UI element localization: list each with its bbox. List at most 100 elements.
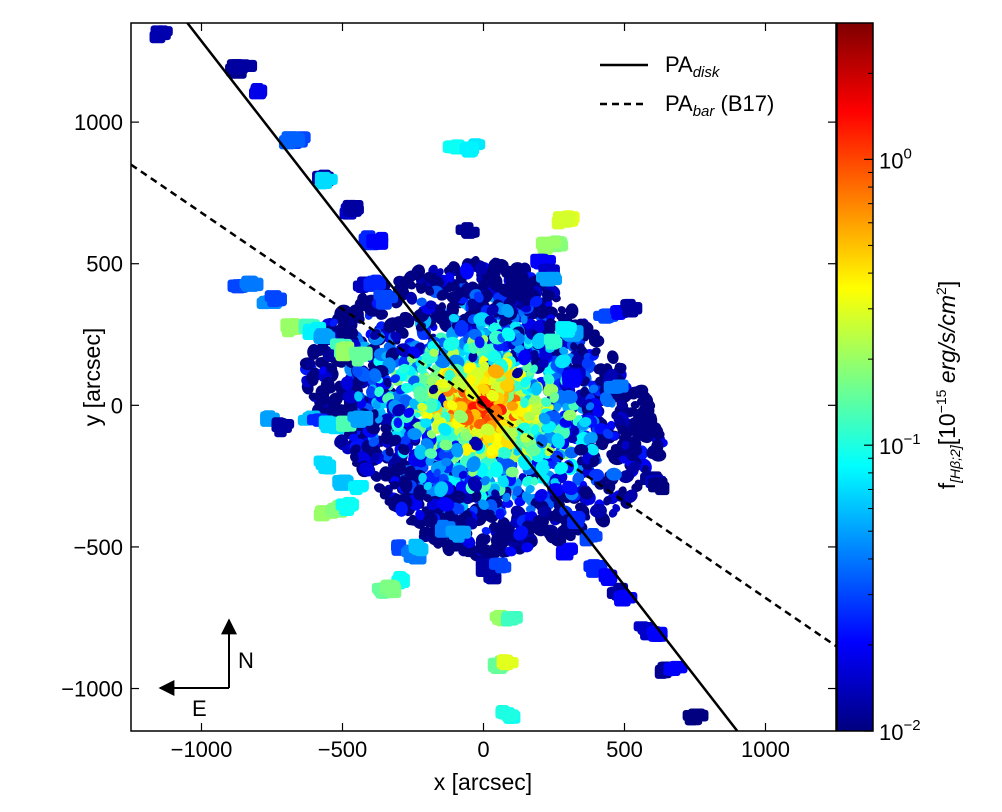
data-point: [379, 579, 402, 599]
cloud-point: [435, 268, 444, 277]
data-point-tile: [593, 310, 607, 321]
cloud-point: [437, 497, 455, 512]
y-tick-label: 500: [86, 252, 123, 277]
cloud-point: [591, 347, 601, 357]
cloud-point: [429, 348, 439, 357]
data-point-tile: [348, 346, 367, 358]
cloud-point: [565, 303, 579, 319]
cloud-point: [342, 390, 359, 404]
cloud-point: [595, 435, 609, 451]
cloud-point: [629, 417, 643, 434]
x-tick-label: −1000: [171, 737, 233, 762]
cloud-point: [399, 435, 411, 446]
y-tick-label: −500: [73, 535, 123, 560]
cloud-point: [525, 485, 535, 494]
cloud-point: [589, 455, 600, 468]
data-point-tile: [271, 292, 287, 307]
cloud-point: [543, 528, 554, 540]
data-point: [682, 708, 709, 726]
cloud-point: [501, 303, 514, 318]
data-point-tile: [620, 592, 638, 603]
cloud-point: [447, 400, 458, 411]
cloud-point: [368, 436, 380, 447]
data-point: [445, 525, 472, 543]
legend-label-disk-base: PA: [665, 52, 693, 77]
cloud-point: [478, 499, 489, 511]
cloud-point: [521, 491, 533, 503]
cloud-point: [438, 423, 452, 436]
cloud-point: [439, 439, 453, 451]
cloud-point: [349, 452, 359, 463]
data-point: [239, 275, 264, 292]
data-point-tile: [156, 25, 169, 40]
cloud-point: [535, 459, 550, 476]
data-point-tile: [535, 271, 551, 283]
cloud-point: [428, 384, 439, 395]
cloud-point: [535, 434, 548, 449]
data-point: [459, 141, 479, 158]
cloud-point: [479, 361, 489, 373]
data-points: [149, 25, 709, 726]
cloud-point: [547, 510, 559, 522]
data-point-tile: [538, 254, 556, 266]
cloud-point: [407, 427, 422, 441]
cloud-point: [389, 481, 400, 490]
cloud-point: [498, 446, 512, 459]
data-point-tile: [586, 559, 601, 574]
legend-label-bar: PAbar (B17): [665, 91, 774, 120]
data-point-tile: [547, 336, 562, 349]
data-point: [348, 346, 373, 367]
colorbar-label-exp: −15: [933, 389, 949, 413]
cloud-point: [425, 300, 437, 310]
data-point: [335, 496, 360, 516]
cloud-point: [436, 313, 449, 324]
cloud-point: [415, 509, 425, 521]
data-point: [335, 415, 357, 432]
cloud-point: [641, 424, 653, 436]
colorbar-label: f[Hβ;2][10−15 erg/s/cm2]: [933, 281, 963, 489]
cloud-point: [469, 436, 483, 451]
cloud-point: [528, 349, 539, 361]
cloud-point: [520, 397, 529, 408]
cloud-point: [468, 351, 478, 363]
cloud-point: [559, 346, 569, 356]
cloud-point: [506, 297, 516, 306]
legend-label-bar-sub: bar: [693, 103, 716, 120]
cloud-point: [487, 364, 505, 379]
x-tick-label: 0: [477, 737, 489, 762]
data-point-tile: [624, 302, 639, 316]
cloud-point: [484, 315, 495, 325]
data-point: [314, 171, 338, 190]
cloud-point: [342, 324, 359, 340]
cloud-point: [475, 536, 487, 549]
data-point-tile: [281, 322, 295, 338]
data-point: [620, 298, 643, 318]
cloud-point: [381, 429, 394, 445]
cloud-point: [416, 297, 427, 307]
cloud-point: [576, 343, 585, 351]
y-tick-label: 1000: [74, 110, 123, 135]
colorbar-label-rest: erg/s/cm: [934, 295, 960, 390]
cloud-point: [530, 382, 542, 396]
cloud-point: [531, 403, 542, 416]
cloud-point: [434, 481, 449, 498]
data-point-tile: [382, 580, 401, 595]
cloud-point: [450, 503, 465, 515]
cloud-point: [522, 475, 534, 487]
cloud-point: [643, 399, 656, 411]
cloud-point: [579, 386, 589, 398]
cloud-point: [603, 495, 612, 506]
cloud-point: [533, 519, 549, 532]
data-point-tile: [347, 411, 361, 423]
data-point: [248, 83, 268, 100]
data-point: [149, 25, 173, 44]
data-point-tile: [600, 572, 617, 587]
colorbar-tick-exponent: −2: [903, 717, 920, 734]
cloud-point: [374, 386, 384, 397]
cloud-point: [334, 434, 348, 448]
colorbar-label-close: ]: [934, 281, 960, 287]
colorbar-tick-label: 10−2: [879, 717, 921, 745]
cloud-point: [561, 480, 578, 496]
data-point: [583, 559, 608, 578]
cloud-point: [442, 541, 455, 557]
